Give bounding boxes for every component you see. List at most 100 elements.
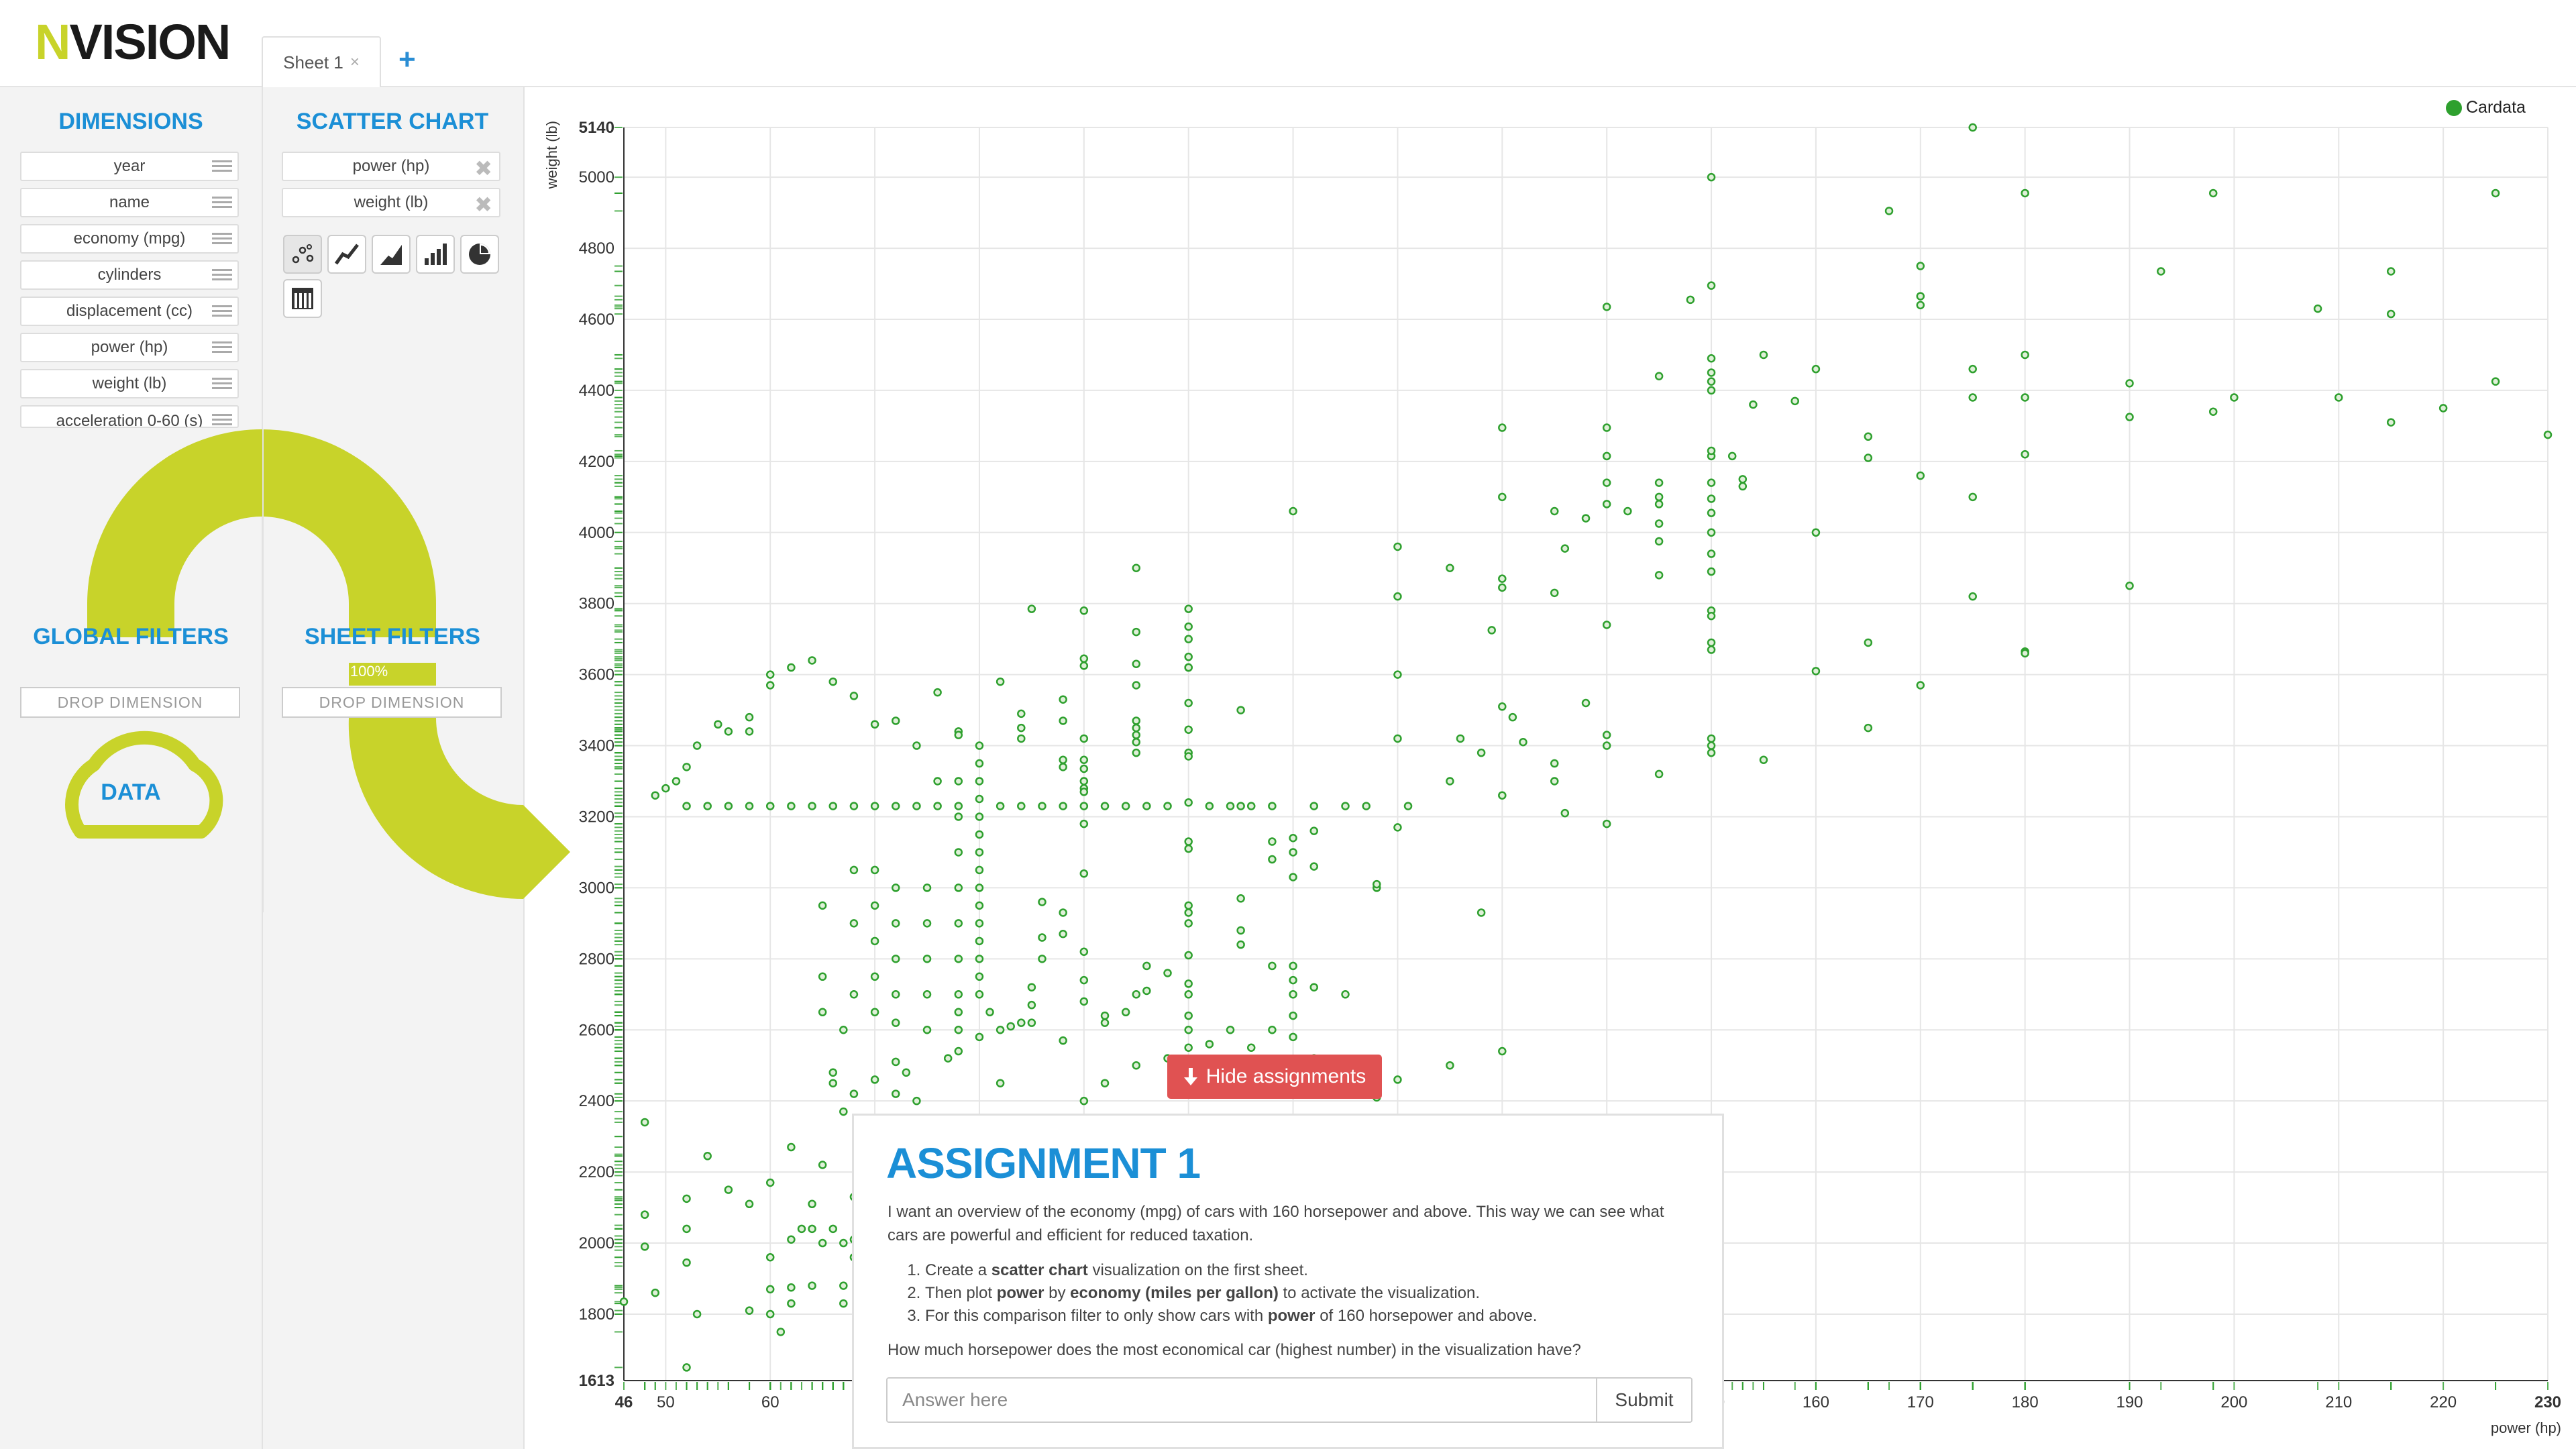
data-point [1184,1011,1193,1020]
chart-legend: Cardata [2446,98,2526,117]
data-point [1100,1018,1110,1027]
data-point [1184,663,1193,672]
data-point [1403,802,1413,810]
x-tick-label: 220 [2430,1393,2457,1411]
data-point [1373,879,1381,889]
data-point [2386,267,2396,276]
data-point [640,1118,649,1127]
data-point [1393,670,1402,679]
data-point [1602,741,1611,750]
data-point [912,1096,921,1106]
data-point [724,802,733,810]
data-point [682,802,691,810]
data-point [1602,621,1611,629]
data-point [985,1008,994,1017]
data-point [954,990,963,999]
data-point [1707,377,1716,386]
y-tick-label: 4000 [579,524,614,542]
data-point [1309,983,1318,991]
data-point [2543,430,2553,439]
data-point [892,990,900,999]
data-point [933,688,942,697]
dimension-year[interactable]: year [20,152,239,181]
dimension-acceleration[interactable]: acceleration 0-60 (s) [20,405,239,428]
data-point [1393,592,1402,601]
submit-button[interactable]: Submit [1596,1377,1693,1423]
drag-handle-icon[interactable] [212,341,232,355]
drag-handle-icon[interactable] [212,233,232,246]
y-axis-field[interactable]: weight (lb) ✖ [282,188,500,217]
dimension-cylinders[interactable]: cylinders [20,260,239,290]
data-point [1508,712,1517,722]
global-filter-drop-zone[interactable]: DROP DIMENSION [20,687,240,718]
x-axis-field[interactable]: power (hp) ✖ [282,152,500,181]
area-type-button[interactable] [372,235,411,274]
data-point [922,883,932,892]
dimension-name[interactable]: name [20,188,239,217]
answer-input[interactable] [886,1377,1597,1423]
table-type-button[interactable] [283,279,322,318]
data-point [1602,819,1611,828]
drag-handle-icon[interactable] [212,414,232,427]
drag-handle-icon[interactable] [212,378,232,391]
dimension-label: year [113,157,146,175]
pie-type-button[interactable] [460,235,499,274]
data-point [1289,834,1297,843]
data-point [2021,350,2029,360]
tab-label: Sheet 1 [283,52,343,72]
data-point [1707,354,1716,363]
dimension-power[interactable]: power (hp) [20,333,239,362]
data-point [1121,1008,1130,1017]
drag-handle-icon[interactable] [212,197,232,210]
assignment-title: ASSIGNMENT 1 [886,1139,1201,1187]
data-point [1132,564,1141,572]
data-point [1226,802,1235,810]
data-point [1017,1018,1026,1027]
data-point [619,1297,629,1306]
data-point [2021,189,2029,198]
data-point [1236,706,1245,714]
hide-assignments-button[interactable]: Hide assignments [1167,1055,1382,1099]
add-tab-icon[interactable]: + [398,43,416,76]
tab-sheet-1[interactable]: Sheet 1 × [262,36,381,87]
assignment-question: How much horsepower does the most econom… [888,1341,1581,1359]
data-point [1790,396,1799,406]
data-point [870,1075,879,1084]
dimension-weight[interactable]: weight (lb) [20,369,239,398]
data-point [1602,303,1611,311]
data-point [1968,492,1977,502]
dimension-economy[interactable]: economy (mpg) [20,224,239,254]
data-point [651,791,660,800]
data-point [1560,544,1570,553]
drag-handle-icon[interactable] [212,269,232,282]
data-point [765,802,775,810]
data-point [1184,1026,1193,1034]
drag-handle-icon[interactable] [212,305,232,319]
remove-icon[interactable]: ✖ [474,193,492,217]
line-type-button[interactable] [327,235,366,274]
data-point [1017,723,1026,733]
data-point [1602,451,1611,461]
data-point [1079,997,1089,1006]
data-point [975,777,984,786]
data-point [1132,738,1141,747]
data-point [828,1224,837,1234]
bar-type-button[interactable] [416,235,455,274]
data-point [1184,901,1193,910]
data-point [975,955,984,963]
remove-icon[interactable]: ✖ [474,156,492,180]
data-source-button[interactable]: DATA [101,780,161,805]
data-point [954,777,963,786]
dimension-displacement[interactable]: displacement (cc) [20,297,239,326]
data-point [1707,748,1716,757]
y-tick-label: 1613 [579,1372,614,1390]
data-point [1236,926,1245,935]
scatter-type-button[interactable] [283,235,322,274]
data-point [1121,802,1130,810]
close-icon[interactable]: × [350,53,360,71]
sheet-filter-drop-zone[interactable]: DROP DIMENSION [282,687,502,718]
drag-handle-icon[interactable] [212,160,232,174]
data-point [996,1026,1005,1034]
data-point [870,901,879,910]
data-point [954,802,963,810]
